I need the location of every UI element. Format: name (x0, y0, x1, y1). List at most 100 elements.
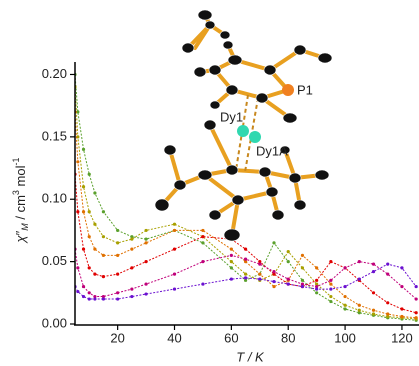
data-point (386, 263, 389, 266)
atoms (155, 10, 332, 241)
data-point (244, 248, 247, 251)
data-point (272, 285, 275, 288)
data-point (343, 266, 346, 269)
x-tick-label: 20 (110, 330, 124, 345)
data-point (258, 272, 261, 275)
data-point (144, 238, 147, 241)
data-point (76, 266, 79, 269)
data-point (88, 266, 91, 269)
data-point (315, 266, 318, 269)
data-point (343, 295, 346, 298)
data-point (400, 315, 403, 318)
data-point (301, 279, 304, 282)
data-point (173, 229, 176, 232)
atom-label: P1 (297, 82, 313, 97)
data-point (144, 292, 147, 295)
data-point (230, 277, 233, 280)
y-label-part: / cm (13, 195, 28, 223)
data-point (116, 291, 119, 294)
x-axis-label: T / K (236, 349, 265, 364)
data-point (343, 304, 346, 307)
data-point (201, 241, 204, 244)
data-point (76, 290, 79, 293)
data-point (130, 295, 133, 298)
x-tick-label: 120 (391, 330, 413, 345)
data-point (93, 272, 96, 275)
data-point (315, 287, 318, 290)
data-point (315, 291, 318, 294)
atom-label: Dy1 (220, 109, 243, 124)
data-point (88, 297, 91, 300)
data-point (102, 235, 105, 238)
data-point (173, 248, 176, 251)
x-tick-label: 60 (224, 330, 238, 345)
data-point (82, 210, 85, 213)
data-point (201, 229, 204, 232)
data-point (358, 304, 361, 307)
data-point (116, 272, 119, 275)
data-point (386, 301, 389, 304)
data-point (144, 241, 147, 244)
data-point (372, 263, 375, 266)
data-point (301, 266, 304, 269)
series-line (75, 174, 416, 312)
data-point (88, 173, 91, 176)
data-point (272, 270, 275, 273)
data-point (415, 316, 418, 319)
data-point (258, 277, 261, 280)
data-point (130, 248, 133, 251)
data-point (230, 254, 233, 257)
data-point (372, 312, 375, 315)
data-point (230, 266, 233, 269)
y-tick-label: 0.00 (42, 315, 67, 330)
data-point (116, 241, 119, 244)
data-point (329, 279, 332, 282)
data-point (144, 260, 147, 263)
data-point (130, 266, 133, 269)
data-point (372, 291, 375, 294)
data-point (329, 287, 332, 290)
data-point (76, 160, 79, 163)
data-point (287, 277, 290, 280)
data-point (93, 191, 96, 194)
data-point (329, 260, 332, 263)
data-point (88, 235, 91, 238)
data-point (287, 260, 290, 263)
data-point (93, 248, 96, 251)
y-label-part: -1 (11, 158, 21, 166)
data-point (372, 309, 375, 312)
data-point (82, 148, 85, 151)
data-point (102, 210, 105, 213)
data-point (230, 248, 233, 251)
data-point (386, 272, 389, 275)
data-point (301, 285, 304, 288)
data-point (201, 235, 204, 238)
data-point (93, 223, 96, 226)
data-point (82, 185, 85, 188)
series-line (75, 87, 416, 319)
data-point (102, 275, 105, 278)
data-point (287, 282, 290, 285)
dysprosium-atom (237, 125, 249, 137)
data-point (144, 282, 147, 285)
data-point (144, 229, 147, 232)
data-point (173, 223, 176, 226)
data-point (358, 277, 361, 280)
data-point (315, 279, 318, 282)
data-point (358, 309, 361, 312)
data-point (244, 276, 247, 279)
data-point (400, 307, 403, 310)
data-point (258, 263, 261, 266)
data-point (301, 254, 304, 257)
molecule-inset: P1 Dy1 Dy1A (155, 10, 332, 241)
data-point (272, 280, 275, 283)
data-point (82, 295, 85, 298)
x-tick-label: 100 (334, 330, 356, 345)
data-point (244, 258, 247, 261)
y-tick-label: 0.20 (42, 66, 67, 81)
data-point (386, 312, 389, 315)
data-point (415, 285, 418, 288)
data-point (173, 272, 176, 275)
data-point (415, 297, 418, 300)
data-point (88, 291, 91, 294)
